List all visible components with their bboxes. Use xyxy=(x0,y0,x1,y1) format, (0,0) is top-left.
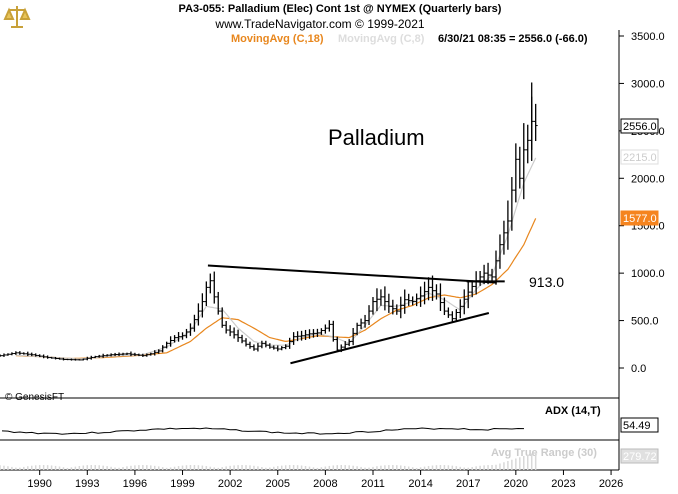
y-tick-label: 1000.0 xyxy=(631,268,665,280)
ma18-line xyxy=(15,218,537,360)
y-tick-label: 3500.0 xyxy=(631,31,665,43)
x-tick-label: 2023 xyxy=(551,478,575,490)
price-bars xyxy=(0,82,538,361)
price-panel: 3500.03000.02500.02000.01500.01000.0500.… xyxy=(0,30,665,470)
header-logo xyxy=(3,4,31,30)
trendline-support xyxy=(290,312,490,365)
y-tick-label: 0.0 xyxy=(631,363,646,375)
last-quote: 6/30/21 08:35 = 2556.0 (-66.0) xyxy=(438,33,588,45)
x-tick-label: 2005 xyxy=(266,478,290,490)
level-913-label: 913.0 xyxy=(529,274,564,290)
palladium-label: Palladium xyxy=(328,125,425,150)
scales-logo-icon xyxy=(3,6,31,28)
y-axis: 3500.03000.02500.02000.01500.01000.0500.… xyxy=(619,31,665,375)
trendlines xyxy=(207,264,505,365)
y-tick-label: 500.0 xyxy=(631,316,659,328)
svg-text:2556.0: 2556.0 xyxy=(623,121,657,133)
x-tick-label: 2002 xyxy=(218,478,242,490)
ma8-line xyxy=(15,157,537,360)
x-axis: 1990 1993 1996 1999 2002 2005 2008 2011 2014 2017… xyxy=(27,470,623,490)
adx-label: ADX (14,T) xyxy=(545,405,601,417)
svg-text:2215.0: 2215.0 xyxy=(623,152,657,164)
price-badge: 2556.0 xyxy=(620,118,659,134)
x-tick-label: 1999 xyxy=(170,478,194,490)
svg-text:1577.0: 1577.0 xyxy=(623,213,657,225)
x-tick-label: 2026 xyxy=(599,478,623,490)
x-tick-label: 2014 xyxy=(408,478,432,490)
ma18-legend: MovingAvg (C,18) xyxy=(231,33,324,45)
source-label: © GenesisFT xyxy=(5,392,64,403)
svg-text:279.72: 279.72 xyxy=(623,451,657,463)
x-tick-label: 1996 xyxy=(123,478,147,490)
ma8-badge: 2215.0 xyxy=(620,149,659,165)
x-tick-label: 2011 xyxy=(361,478,385,490)
adx-panel: ADX (14,T) 54.49 xyxy=(0,405,659,441)
chart-title: PA3-055: Palladium (Elec) Cont 1st @ NYM… xyxy=(179,3,502,15)
x-tick-label: 1993 xyxy=(75,478,99,490)
adx-badge: 54.49 xyxy=(620,417,659,433)
copyright-line: www.TradeNavigator.com © 1999-2021 xyxy=(214,17,424,31)
ma18-badge: 1577.0 xyxy=(620,210,659,226)
y-tick-label: 2000.0 xyxy=(631,173,665,185)
atr-label: Avg True Range (30) xyxy=(491,447,597,459)
trendline-resistance xyxy=(207,264,497,284)
x-tick-label: 2020 xyxy=(504,478,528,490)
atr-panel: Avg True Range (30) 279.72 xyxy=(0,447,659,471)
y-tick-label: 3000.0 xyxy=(631,78,665,90)
x-tick-label: 2008 xyxy=(313,478,337,490)
atr-badge: 279.72 xyxy=(620,448,659,464)
x-tick-label: 1990 xyxy=(27,478,51,490)
x-tick-label: 2017 xyxy=(456,478,480,490)
adx-line xyxy=(1,427,525,435)
atr-histogram xyxy=(0,452,537,470)
ma8-legend: MovingAvg (C,8) xyxy=(338,33,425,45)
svg-text:54.49: 54.49 xyxy=(623,420,651,432)
